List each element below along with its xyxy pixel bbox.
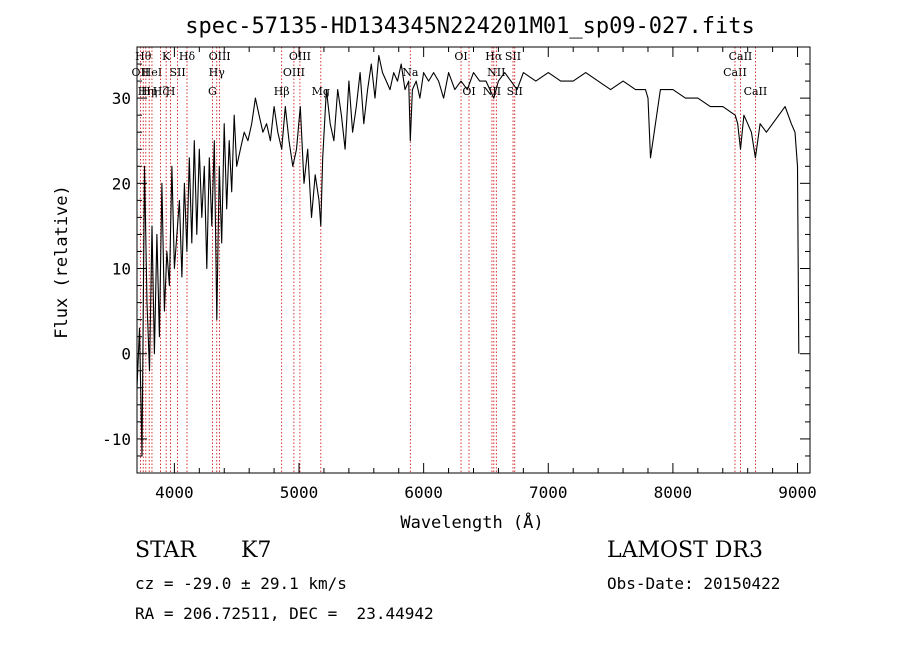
line-marker-label-26: CaII (729, 50, 753, 63)
y-tick-label-0: -10 (102, 430, 131, 449)
line-marker-label-24: SII (507, 85, 523, 98)
line-marker-label-8: SII (170, 66, 186, 79)
x-axis-label: Wavelength (Å) (400, 511, 543, 533)
line-marker-label-15: OIII (289, 50, 311, 63)
line-marker-label-23: SII (505, 50, 521, 63)
line-marker-label-18: OI (454, 50, 467, 63)
series-flux (136, 54, 800, 457)
plot-frame (136, 46, 811, 474)
line-marker-label-19: OI (462, 85, 475, 98)
axis-ticks: 4000 5000 6000 7000 8000 9000 -10 0 10 20 30 (102, 47, 817, 502)
line-marker-label-6: K (162, 50, 171, 63)
line-marker-label-5: Hζ (153, 85, 169, 98)
obs-date: Obs-Date: 20150422 (607, 574, 781, 593)
line-markers: OIIHθHηHηHeIHζKHSIIHδGHγOIIIHβOIIIOIIIMg… (132, 47, 768, 473)
line-marker-label-7: H (166, 85, 176, 98)
subclass: K7 (241, 538, 272, 563)
series-group (136, 54, 800, 457)
line-marker-label-0: OII (132, 66, 150, 79)
line-marker-label-9: Hδ (179, 50, 196, 63)
line-marker-label-10: G (208, 85, 217, 98)
coordinates: RA = 206.72511, DEC = 23.44942 (135, 604, 434, 623)
x-tick-label-0: 4000 (155, 483, 194, 502)
line-marker-label-22: NII (487, 66, 505, 79)
line-marker-label-12: OIII (209, 50, 231, 63)
line-marker-label-4: HeI (142, 66, 162, 79)
x-tick-label-4: 8000 (654, 483, 693, 502)
line-marker-label-27: CaII (744, 85, 768, 98)
x-tick-label-3: 7000 (529, 483, 568, 502)
y-tick-label-2: 10 (112, 260, 131, 279)
line-marker-label-14: OIII (283, 66, 305, 79)
line-marker-label-16: Mg (312, 85, 330, 98)
line-marker-label-20: NII (483, 85, 501, 98)
chart-title: spec-57135-HD134345N224201M01_sp09-027.f… (185, 14, 755, 39)
line-marker-label-1: Hθ (135, 50, 152, 63)
y-tick-label-3: 20 (112, 174, 131, 193)
y-axis-label: Flux (relative) (52, 185, 72, 339)
x-tick-label-2: 6000 (404, 483, 443, 502)
line-marker-label-13: Hβ (274, 85, 290, 98)
line-marker-label-21: Hα (485, 50, 503, 63)
x-tick-label-5: 9000 (778, 483, 817, 502)
y-tick-label-4: 30 (112, 89, 131, 108)
line-marker-label-2: Hη (138, 85, 154, 98)
line-marker-label-17: Na (402, 66, 419, 79)
redshift-cz: cz = -29.0 ± 29.1 km/s (135, 574, 347, 593)
line-marker-label-3: Hη (141, 85, 157, 98)
object-type: STAR (135, 538, 196, 563)
line-marker-label-25: CaII (723, 66, 747, 79)
x-tick-label-1: 5000 (280, 483, 319, 502)
y-tick-label-1: 0 (121, 345, 131, 364)
line-marker-label-11: Hγ (209, 66, 226, 79)
survey-name: LAMOST DR3 (607, 538, 763, 563)
